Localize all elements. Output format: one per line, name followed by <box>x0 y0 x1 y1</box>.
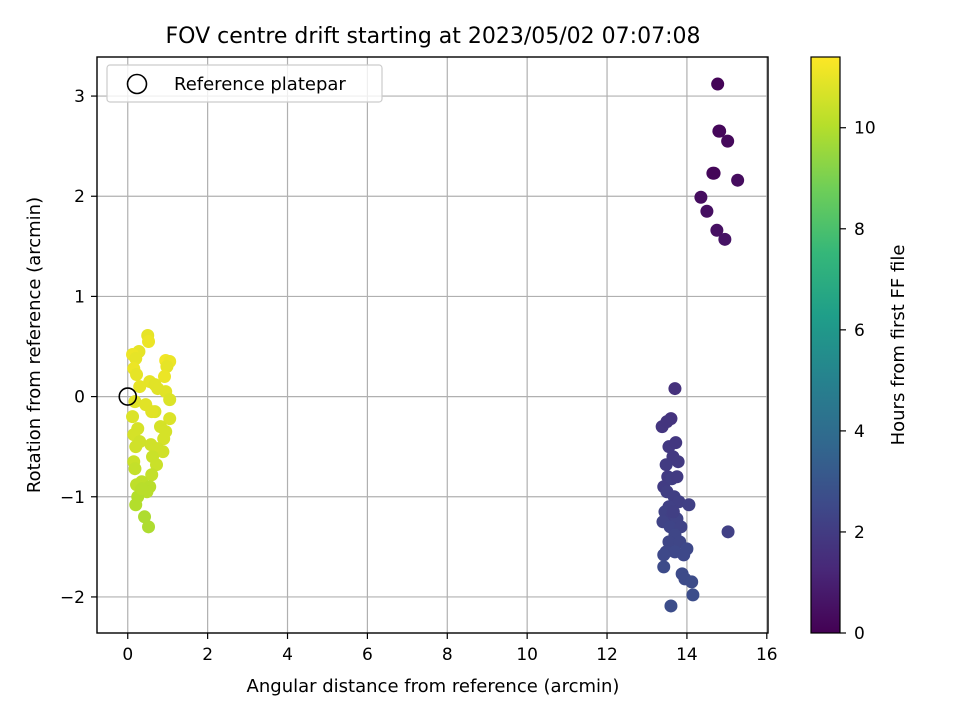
scatter-point <box>718 232 732 246</box>
plot-frame <box>96 56 769 634</box>
scatter-point <box>660 415 674 429</box>
scatter-point <box>700 204 714 218</box>
scatter-point <box>711 77 725 91</box>
y-axis-label: Rotation from reference (arcmin) <box>24 197 45 493</box>
scatter-point <box>142 520 156 534</box>
scatter-point <box>686 588 700 602</box>
scatter-point <box>138 510 152 524</box>
x-tick-label: 12 <box>596 645 618 665</box>
colorbar-tick-label: 2 <box>854 523 865 543</box>
colorbar-ticks: 0 2 4 6 8 10 <box>840 119 876 644</box>
scatter-point <box>670 470 684 484</box>
x-tick-label: 2 <box>202 645 213 665</box>
y-tick-label: 0 <box>74 388 85 408</box>
scatter-point <box>669 436 683 450</box>
scatter-point <box>157 370 171 384</box>
y-tick-label: −2 <box>60 588 85 608</box>
scatter-point <box>130 368 144 382</box>
scatter-point <box>156 445 170 459</box>
scatter-point <box>129 440 143 454</box>
colorbar-gradient <box>811 57 840 633</box>
scatter-point <box>142 334 156 348</box>
scatter-point <box>659 458 673 472</box>
legend-box <box>106 64 383 103</box>
scatter-point <box>731 173 745 187</box>
x-tick-label: 10 <box>516 645 538 665</box>
scatter-point <box>664 599 678 613</box>
colorbar-tick-label: 6 <box>854 321 865 341</box>
y-tick-label: 1 <box>74 287 85 307</box>
y-tick-label: 2 <box>74 187 85 207</box>
colorbar-tick-label: 8 <box>854 220 865 240</box>
scatter-point <box>694 190 708 204</box>
legend-entry-label: Reference platepar <box>174 74 346 95</box>
scatter-point <box>721 525 735 539</box>
x-tick-label: 8 <box>442 645 453 665</box>
colorbar-label: Hours from first FF file <box>888 245 909 446</box>
scatter-point <box>657 560 671 574</box>
colorbar-tick-label: 4 <box>854 422 865 442</box>
x-tick-label: 0 <box>122 645 133 665</box>
scatter-point <box>163 393 177 407</box>
scatter-point <box>157 432 171 446</box>
y-axis-ticks: −2 −1 0 1 2 3 <box>60 87 97 608</box>
scatter-point <box>133 380 147 394</box>
x-axis-ticks: 0 2 4 6 8 10 12 14 16 <box>122 633 778 665</box>
x-tick-label: 14 <box>676 645 698 665</box>
scatter-point <box>145 468 159 482</box>
scatter-point <box>671 455 685 469</box>
y-tick-label: −1 <box>60 488 85 508</box>
legend-open-circle-icon <box>126 73 148 95</box>
scatter-point <box>677 548 691 562</box>
colorbar-frame <box>810 56 841 634</box>
scatter-point <box>163 412 177 426</box>
scatter-point <box>721 134 735 148</box>
x-axis-label: Angular distance from reference (arcmin) <box>247 676 620 697</box>
scatter-point <box>710 223 724 237</box>
scatter-point <box>682 498 696 512</box>
x-tick-label: 16 <box>756 645 778 665</box>
scatter-point <box>666 505 680 519</box>
data-points <box>126 77 745 613</box>
colorbar-tick-label: 0 <box>854 624 865 644</box>
scatter-point <box>713 124 727 138</box>
scatter-point <box>672 495 686 509</box>
scatter-point <box>668 382 682 396</box>
scatter-point <box>657 548 671 562</box>
scatter-point <box>707 166 721 180</box>
scatter-point <box>150 458 164 472</box>
colorbar-tick-label: 10 <box>854 119 876 139</box>
scatter-point <box>135 482 149 496</box>
scatter-point <box>128 462 142 476</box>
scatter-point <box>126 410 140 424</box>
scatter-point <box>662 535 676 549</box>
scatter-point <box>145 405 159 419</box>
colorbar: 0 2 4 6 8 10 Hours from first FF file <box>810 56 909 644</box>
x-tick-label: 6 <box>362 645 373 665</box>
reference-platepar-marker <box>118 387 138 406</box>
x-tick-label: 4 <box>282 645 293 665</box>
scatter-point <box>129 352 143 366</box>
grid-lines <box>97 57 768 633</box>
legend: Reference platepar <box>106 64 383 103</box>
y-tick-label: 3 <box>74 87 85 107</box>
chart-title: FOV centre drift starting at 2023/05/02 … <box>166 24 701 49</box>
scatter-point <box>685 575 699 589</box>
scatter-point <box>160 360 174 374</box>
scatter-point <box>129 498 143 512</box>
